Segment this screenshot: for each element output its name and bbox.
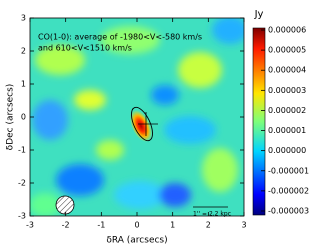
colorbar-tick-label: 0.000005	[268, 46, 306, 55]
x-tick-label: -3	[26, 221, 34, 230]
colorbar-tick-label: 0.000002	[268, 106, 306, 115]
x-tick-label: -1	[97, 221, 105, 230]
colorbar-tick-label: 0.000004	[268, 66, 306, 75]
colorbar-tick-label: 0.000000	[268, 146, 306, 155]
y-tick-label: -1	[18, 146, 26, 155]
y-tick-label: 2	[21, 47, 26, 56]
x-tick-label: 0	[134, 221, 139, 230]
annotation: CO(1-0): average of -1980<V<-580 km/s	[38, 33, 202, 42]
y-tick-label: 1	[21, 80, 26, 89]
y-tick-label: -3	[18, 212, 26, 221]
y-tick-label: 3	[21, 14, 26, 23]
colorbar-tick-label: 0.000006	[268, 26, 306, 35]
map-image	[30, 18, 244, 216]
x-tick-label: 3	[241, 221, 246, 230]
scale-label: 1'' = 2.2 kpc	[193, 211, 231, 218]
annotation: and 610<V<1510 km/s	[38, 44, 132, 53]
colorbar-tick-label: -0.000003	[268, 206, 309, 215]
colorbar-tick-label: 0.000001	[268, 126, 306, 135]
y-tick-label: -2	[18, 179, 26, 188]
x-tick-label: 2	[206, 221, 211, 230]
colorbar	[252, 27, 266, 216]
colorbar-label: Jy	[254, 9, 264, 20]
colorbar-tick-label: -0.000001	[268, 166, 309, 175]
y-axis-label: δDec (arcsecs)	[6, 84, 16, 151]
colorbar-tick-label: -0.000002	[268, 186, 309, 195]
x-axis-label: δRA (arcsecs)	[106, 236, 167, 246]
y-tick-label: 0	[21, 113, 26, 122]
colorbar-tick-label: 0.000003	[268, 86, 306, 95]
x-tick-label: 1	[170, 221, 175, 230]
x-tick-label: -2	[62, 221, 70, 230]
